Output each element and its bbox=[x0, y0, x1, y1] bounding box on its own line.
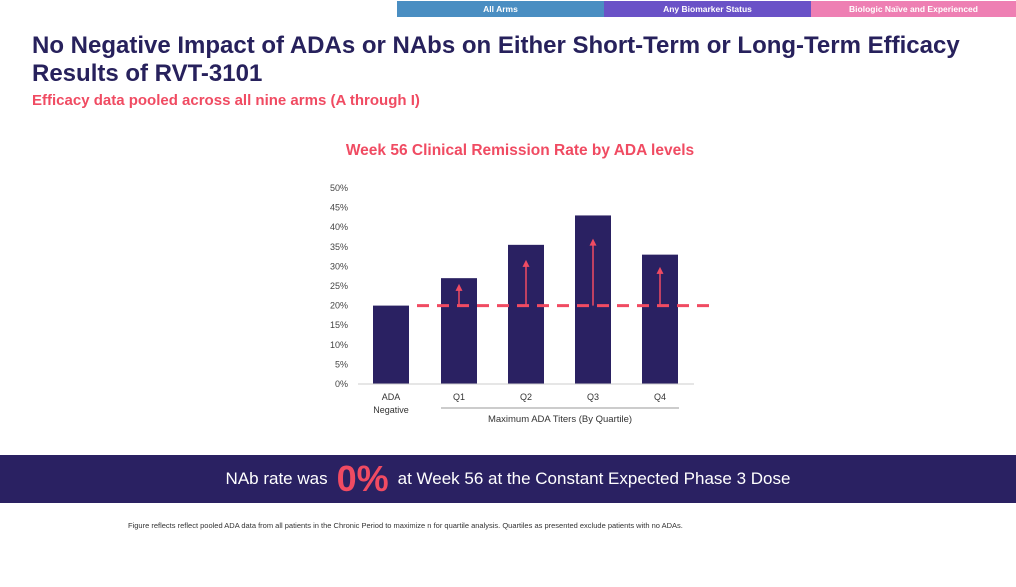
increase-arrow-head bbox=[589, 238, 597, 246]
x-tick-label: Negative bbox=[373, 405, 409, 415]
y-tick-label: 15% bbox=[330, 320, 348, 330]
page-title: No Negative Impact of ADAs or NAbs on Ei… bbox=[32, 32, 960, 87]
bar-ada-negative bbox=[373, 305, 409, 384]
banner-prefix: NAb rate was bbox=[225, 469, 328, 488]
increase-arrows bbox=[455, 238, 664, 306]
y-tick-label: 5% bbox=[335, 359, 348, 369]
y-axis: 0% 5% 10% 15% 20% 25% 30% 35% 40% 45% 50% bbox=[330, 183, 348, 389]
y-tick-label: 10% bbox=[330, 340, 348, 350]
header-tabs: All Arms Any Biomarker Status Biologic N… bbox=[397, 1, 1016, 17]
x-tick-label: Q3 bbox=[587, 392, 599, 402]
chart-title: Week 56 Clinical Remission Rate by ADA l… bbox=[346, 142, 694, 159]
quartile-group-label: Maximum ADA Titers (By Quartile) bbox=[488, 414, 632, 425]
x-tick-label: ADA bbox=[382, 392, 401, 402]
y-tick-label: 0% bbox=[335, 379, 348, 389]
remission-rate-chart: Week 56 Clinical Remission Rate by ADA l… bbox=[330, 142, 714, 425]
y-tick-label: 35% bbox=[330, 242, 348, 252]
y-tick-label: 40% bbox=[330, 222, 348, 232]
increase-arrow-head bbox=[522, 259, 530, 267]
y-tick-label: 50% bbox=[330, 183, 348, 193]
x-tick-label: Q1 bbox=[453, 392, 465, 402]
y-tick-label: 25% bbox=[330, 281, 348, 291]
footnote: Figure reflects reflect pooled ADA data … bbox=[128, 521, 683, 530]
x-tick-label: Q2 bbox=[520, 392, 532, 402]
increase-arrow-head bbox=[455, 283, 463, 291]
nab-rate-banner: NAb rate was 0% at Week 56 at the Consta… bbox=[0, 455, 1016, 503]
y-tick-label: 30% bbox=[330, 261, 348, 271]
nab-rate-value: 0% bbox=[336, 458, 389, 499]
bars bbox=[373, 215, 678, 384]
page-subtitle: Efficacy data pooled across all nine arm… bbox=[32, 92, 420, 109]
y-tick-label: 45% bbox=[330, 203, 348, 213]
tab-any-biomarker-status[interactable]: Any Biomarker Status bbox=[604, 1, 811, 17]
tab-biologic-naive-experienced[interactable]: Biologic Naïve and Experienced bbox=[811, 1, 1016, 17]
tab-all-arms[interactable]: All Arms bbox=[397, 1, 604, 17]
x-axis-labels: ADA Negative Q1 Q2 Q3 Q4 bbox=[373, 392, 666, 415]
y-tick-label: 20% bbox=[330, 301, 348, 311]
banner-suffix: at Week 56 at the Constant Expected Phas… bbox=[397, 469, 791, 488]
increase-arrow-head bbox=[656, 266, 664, 274]
x-tick-label: Q4 bbox=[654, 392, 666, 402]
